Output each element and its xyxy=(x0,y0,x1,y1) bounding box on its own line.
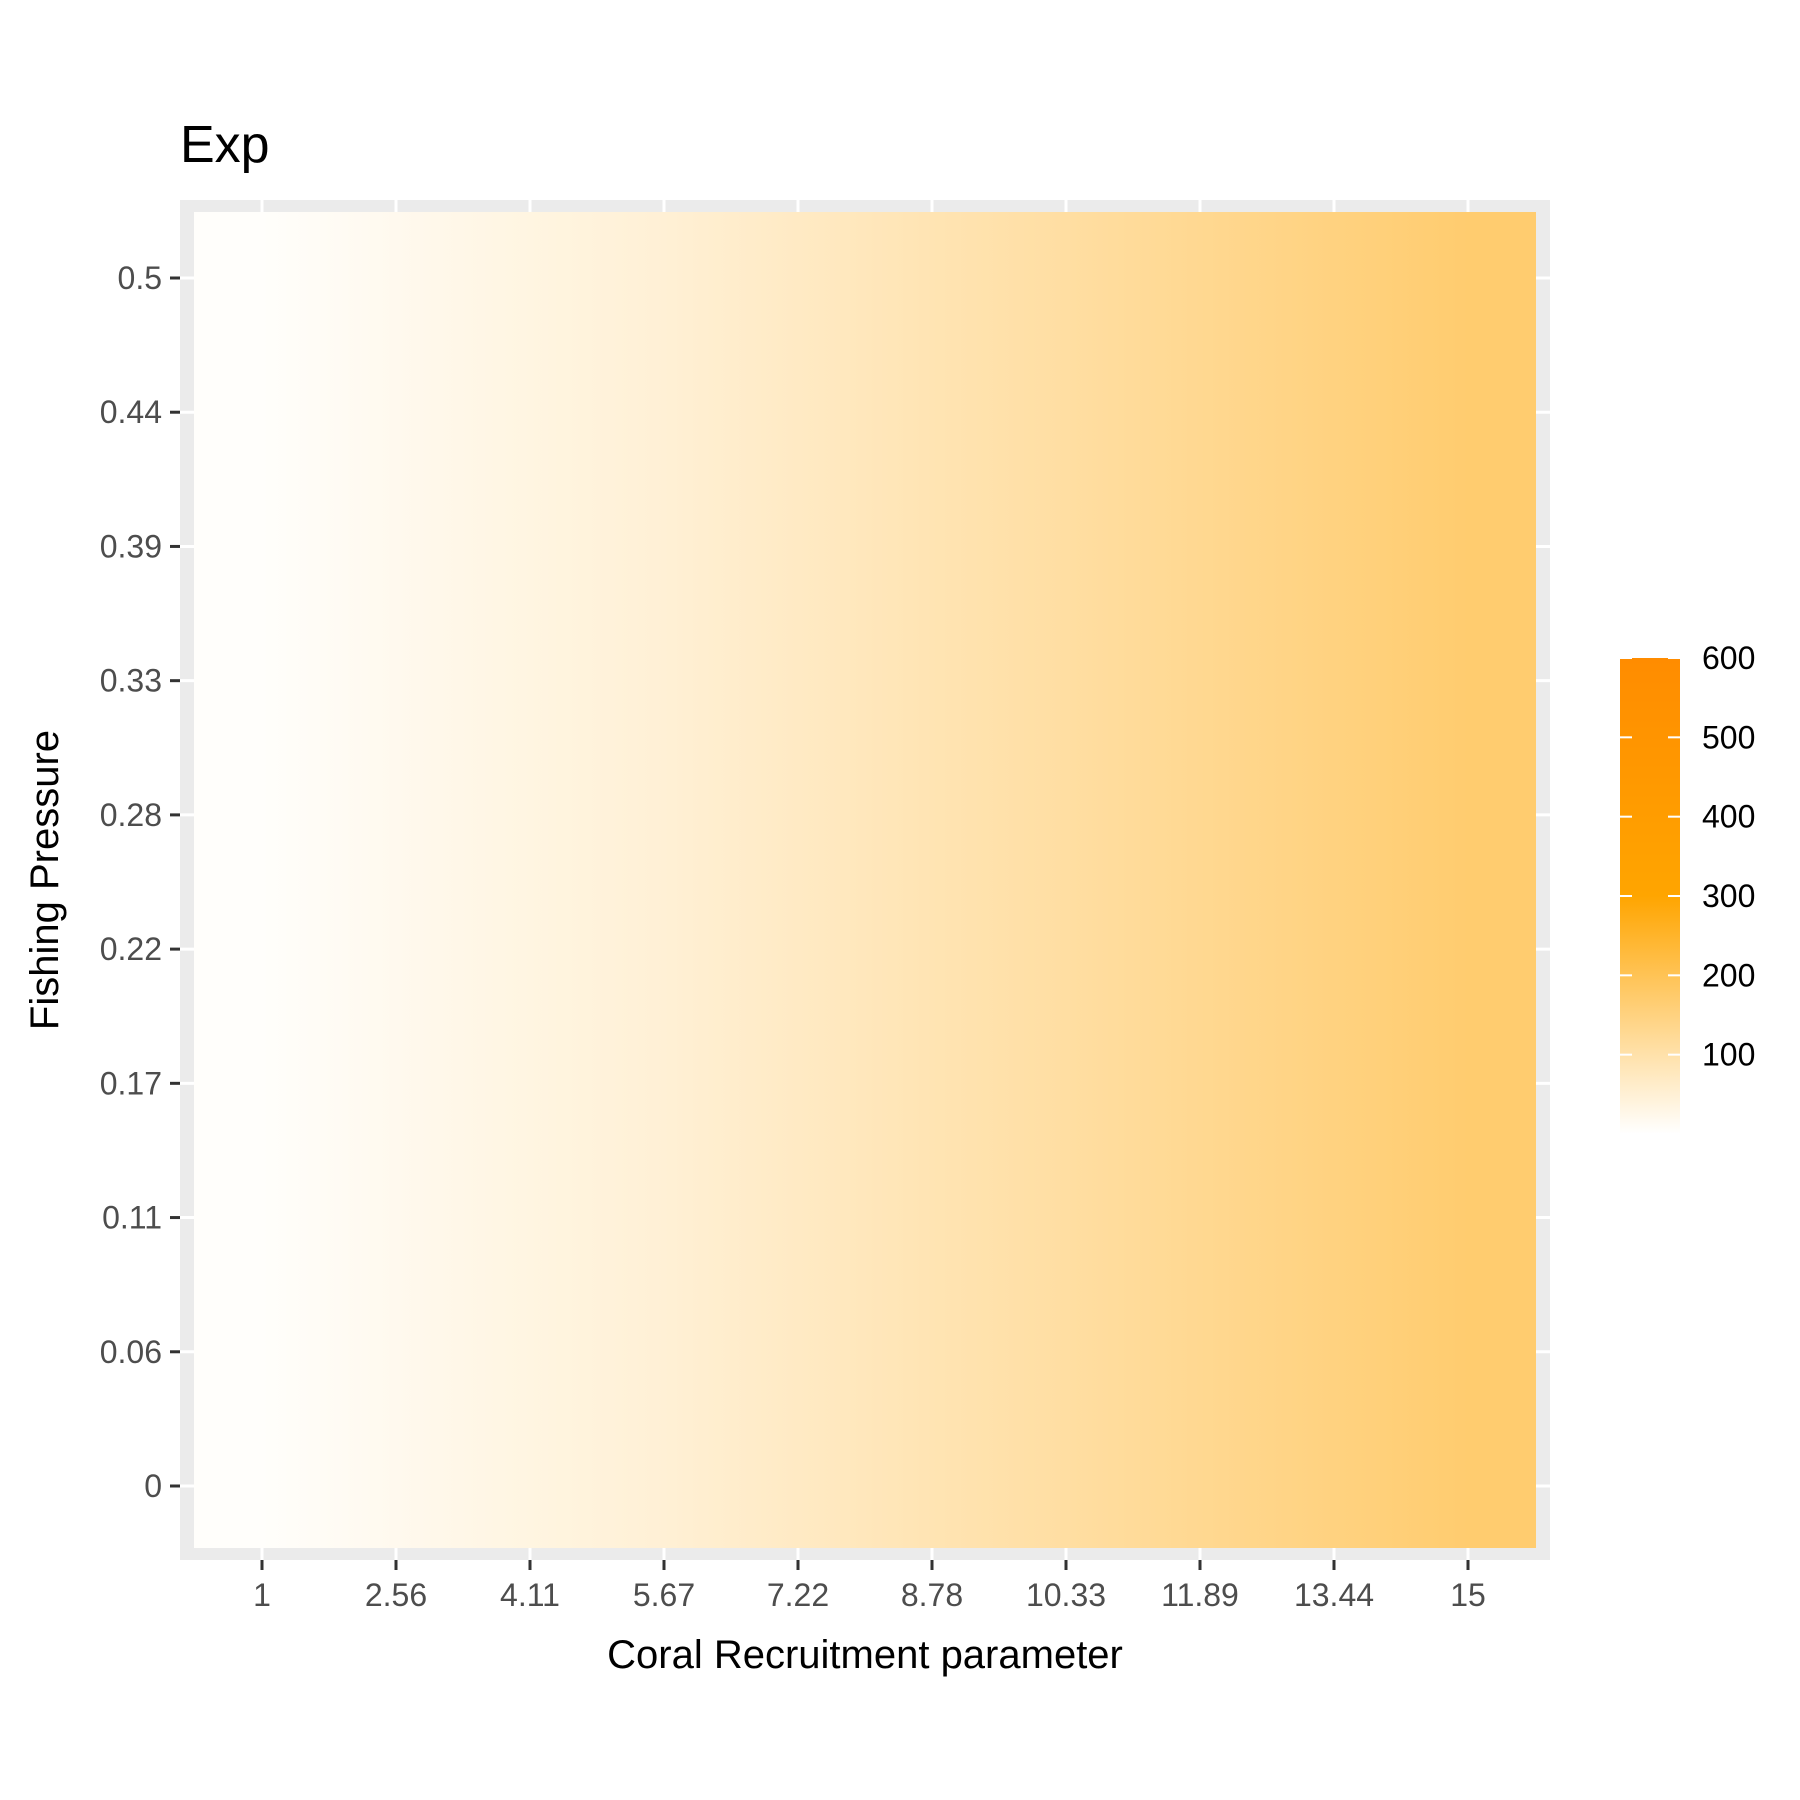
heatmap-column-cell xyxy=(463,212,597,1548)
heatmap-column-cell xyxy=(865,212,999,1548)
heatmap-column-cell xyxy=(1401,212,1535,1548)
heatmap-column-cell xyxy=(329,212,463,1548)
y-axis-title: Fishing Pressure xyxy=(23,730,67,1030)
colorbar-label: 100 xyxy=(1702,1037,1755,1073)
colorbar-label: 500 xyxy=(1702,719,1755,755)
y-axis: 0 0.06 0.11 0.17 0.22 0.28 0.33 0.39 0.44 0.5 xyxy=(100,260,180,1504)
colorbar-label: 600 xyxy=(1702,640,1755,676)
y-tick-label: 0.22 xyxy=(100,931,162,967)
heatmap-column-cell xyxy=(597,212,731,1548)
x-axis: 1 2.56 4.11 5.67 7.22 8.78 10.33 11.89 13.44 15 xyxy=(253,1560,1486,1613)
heatmap-column-cell xyxy=(1133,212,1267,1548)
y-tick-label: 0.39 xyxy=(100,528,162,564)
y-tick-label: 0.44 xyxy=(100,394,162,430)
x-axis-title: Coral Recruitment parameter xyxy=(607,1633,1123,1677)
y-tick-label: 0.06 xyxy=(100,1334,162,1370)
heatmap-column-cell xyxy=(195,212,329,1548)
heatmap-column-cell xyxy=(731,212,865,1548)
x-tick-label: 2.56 xyxy=(365,1577,427,1613)
x-tick-label: 13.44 xyxy=(1294,1577,1374,1613)
y-tick-label: 0.17 xyxy=(100,1065,162,1101)
x-tick-label: 5.67 xyxy=(633,1577,695,1613)
colorbar-label: 200 xyxy=(1702,957,1755,993)
colorbar-label: 400 xyxy=(1702,799,1755,835)
y-tick-label: 0.11 xyxy=(102,1200,162,1236)
heatmap-column-cell xyxy=(1267,212,1401,1548)
x-tick-label: 4.11 xyxy=(500,1577,560,1613)
chart-title: Exp xyxy=(180,116,270,174)
colorbar-label: 300 xyxy=(1702,878,1755,914)
y-tick-label: 0.5 xyxy=(118,260,162,296)
x-tick-label: 1 xyxy=(253,1577,271,1613)
colorbar-legend: 100 200 300 400 500 600 xyxy=(1620,640,1755,1134)
y-tick-label: 0 xyxy=(144,1468,162,1504)
heatmap-column-cell xyxy=(999,212,1133,1548)
x-tick-label: 10.33 xyxy=(1026,1577,1106,1613)
heatmap-cells xyxy=(194,212,1536,1548)
x-tick-label: 11.89 xyxy=(1161,1577,1239,1613)
y-tick-label: 0.28 xyxy=(100,797,162,833)
heatmap-surface xyxy=(194,212,1536,1548)
x-tick-label: 7.22 xyxy=(767,1577,829,1613)
y-tick-label: 0.33 xyxy=(100,663,162,699)
x-tick-label: 8.78 xyxy=(901,1577,963,1613)
x-tick-label: 15 xyxy=(1450,1577,1486,1613)
